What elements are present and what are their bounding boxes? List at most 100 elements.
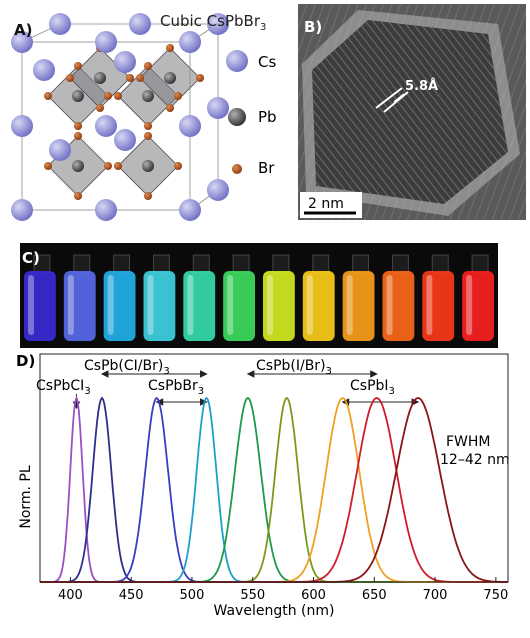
vial	[462, 254, 494, 341]
x-axis-label: Wavelength (nm)	[214, 603, 335, 619]
x-tick-label: 750	[483, 588, 508, 603]
br-atom	[174, 162, 182, 170]
br-atom	[114, 162, 122, 170]
br-atom	[66, 74, 74, 82]
axes: 400 450 500 550 600 650 700 750 Wavelength (nm) N…	[18, 353, 509, 619]
pb-atom	[142, 160, 154, 172]
annotation-cspbi3: CsPbI3	[350, 378, 395, 397]
br-atom	[166, 104, 174, 112]
annotation-cspbclbr: CsPb(CI/Br)3	[84, 358, 170, 377]
br-atom	[196, 74, 204, 82]
panel-a-label: A)	[14, 21, 33, 39]
br-atom	[126, 74, 134, 82]
br-atom	[144, 132, 152, 140]
cs-atom	[95, 31, 117, 53]
atoms-layer	[11, 13, 229, 221]
range-arrow	[155, 398, 208, 406]
pb-atom	[142, 90, 154, 102]
legend-cs-label: Cs	[258, 53, 276, 71]
vial	[342, 254, 375, 341]
vial	[223, 254, 255, 341]
br-atom	[74, 192, 82, 200]
legend-br-sphere	[232, 164, 242, 174]
vial	[302, 254, 335, 341]
lattice-spacing-label: 5.8Å	[405, 78, 438, 94]
cs-atom	[11, 31, 33, 53]
br-atom	[74, 132, 82, 140]
x-tick-label: 500	[180, 588, 205, 603]
x-tick-label: 700	[423, 588, 448, 603]
cs-atom	[33, 59, 55, 81]
pb-atom	[164, 72, 176, 84]
br-atom	[144, 192, 152, 200]
panel-b-label: B)	[304, 18, 323, 36]
range-arrow	[100, 370, 208, 378]
cs-atom	[49, 139, 71, 161]
cs-atom	[11, 199, 33, 221]
vial	[183, 254, 216, 341]
panel-c-vial-photo: C)	[20, 243, 498, 348]
br-atom	[74, 122, 82, 130]
pb-atom	[94, 72, 106, 84]
panel-d-pl-spectra: D) CsPbCI3 CsPb(CI/Br)3 CsPbBr3 CsPb(I/B…	[0, 350, 530, 634]
cs-atom	[207, 13, 229, 35]
x-tick-label: 600	[301, 588, 326, 603]
panel-c-label: C)	[22, 249, 40, 267]
cs-atom	[49, 13, 71, 35]
br-atom	[144, 62, 152, 70]
pb-atom	[72, 160, 84, 172]
cs-atom	[129, 13, 151, 35]
pb-atom	[72, 90, 84, 102]
br-atom	[96, 104, 104, 112]
br-atom	[166, 44, 174, 52]
legend-br-label: Br	[258, 159, 275, 177]
crystal-structure-figure: Cubic CsPbBr3 Cs Pb Br	[11, 12, 277, 221]
br-atom	[104, 162, 112, 170]
cs-atom	[207, 179, 229, 201]
title-structure: Cubic CsPbBr3	[160, 12, 266, 33]
vial	[24, 254, 56, 341]
vial	[143, 254, 176, 341]
br-atom	[104, 92, 112, 100]
br-atom	[174, 92, 182, 100]
panel-a-crystal-structure: A) Cubic CsPbBr3 Cs Pb B	[0, 0, 295, 222]
spectra-curves	[40, 395, 508, 583]
panel-b-tem-image: 5.8Å 2 nm B)	[298, 4, 526, 220]
atom-legend: Cs Pb Br	[226, 50, 277, 177]
y-axis-label: Norm. PL	[18, 465, 34, 529]
br-atom	[136, 74, 144, 82]
legend-cs-sphere	[226, 50, 248, 72]
annotation-cspbibr: CsPb(I/Br)3	[256, 358, 332, 377]
br-atom	[44, 92, 52, 100]
nanocrystal-lattice	[312, 20, 508, 204]
vial	[422, 254, 455, 341]
cs-atom	[114, 51, 136, 73]
vial	[63, 254, 96, 341]
cs-atom	[179, 115, 201, 137]
vial	[263, 254, 295, 341]
x-tick-label: 450	[119, 588, 144, 603]
svg-text:Cubic CsPbBr3: Cubic CsPbBr3	[160, 12, 266, 33]
cs-atom	[11, 115, 33, 137]
annotation-cspbcl3: CsPbCI3	[36, 378, 91, 397]
fwhm-label-line2: 12–42 nm	[440, 452, 510, 468]
pl-curve	[40, 396, 508, 583]
vial	[103, 254, 136, 341]
scalebar-label: 2 nm	[308, 196, 344, 212]
br-atom	[114, 92, 122, 100]
x-tick-label: 650	[362, 588, 387, 603]
pl-spectra-chart: D) CsPbCI3 CsPb(CI/Br)3 CsPbBr3 CsPb(I/B…	[16, 352, 510, 619]
legend-pb-label: Pb	[258, 108, 277, 126]
cs-atom	[95, 199, 117, 221]
vials-row	[24, 254, 494, 341]
cs-atom	[179, 199, 201, 221]
cs-atom	[207, 97, 229, 119]
br-atom	[144, 122, 152, 130]
tem-micrograph: 5.8Å 2 nm	[298, 4, 526, 220]
x-tick-label: 400	[58, 588, 83, 603]
fwhm-label-line1: FWHM	[446, 434, 491, 450]
annotation-cspbbr3: CsPbBr3	[148, 378, 204, 397]
vial	[382, 254, 415, 341]
range-arrow	[246, 370, 378, 378]
cs-atom	[114, 129, 136, 151]
